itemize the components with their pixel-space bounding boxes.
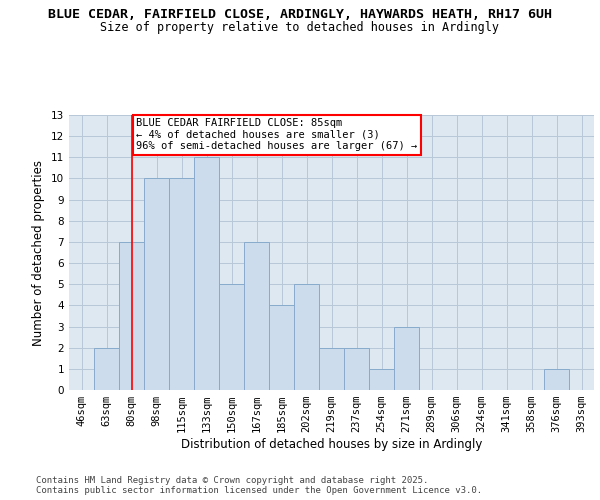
X-axis label: Distribution of detached houses by size in Ardingly: Distribution of detached houses by size … [181,438,482,451]
Bar [369,369,394,390]
Bar [294,284,319,390]
Bar [194,158,219,390]
Bar [319,348,344,390]
Bar [544,369,569,390]
Bar [394,326,419,390]
Text: BLUE CEDAR FAIRFIELD CLOSE: 85sqm
← 4% of detached houses are smaller (3)
96% of: BLUE CEDAR FAIRFIELD CLOSE: 85sqm ← 4% o… [137,118,418,152]
Bar [169,178,194,390]
Bar [144,178,169,390]
Bar [219,284,244,390]
Text: Size of property relative to detached houses in Ardingly: Size of property relative to detached ho… [101,21,499,34]
Y-axis label: Number of detached properties: Number of detached properties [32,160,46,346]
Bar [94,348,119,390]
Text: Contains HM Land Registry data © Crown copyright and database right 2025.
Contai: Contains HM Land Registry data © Crown c… [36,476,482,495]
Bar [344,348,369,390]
Text: BLUE CEDAR, FAIRFIELD CLOSE, ARDINGLY, HAYWARDS HEATH, RH17 6UH: BLUE CEDAR, FAIRFIELD CLOSE, ARDINGLY, H… [48,8,552,20]
Bar [244,242,269,390]
Bar [269,306,294,390]
Bar [119,242,144,390]
